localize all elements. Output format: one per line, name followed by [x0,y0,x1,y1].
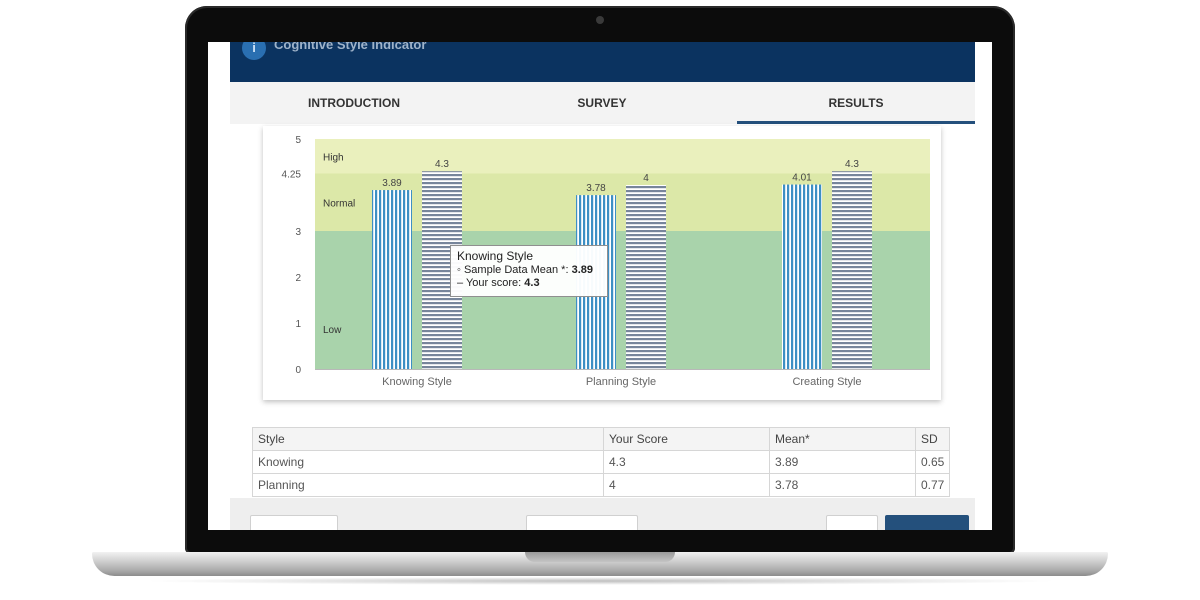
webcam-icon [596,16,604,24]
bar [372,190,412,369]
table-cell: 0.65 [914,450,951,474]
band-label-high: High [323,152,344,163]
y-tick-label: 0 [295,365,301,376]
x-tick-label: Creating Style [792,376,861,388]
laptop-screen: i Cognitive Style Indicator INTRODUCTION… [208,42,992,530]
y-tick-label: 1 [295,319,301,330]
back-button[interactable] [250,515,338,530]
table-cell: Knowing [252,450,604,474]
tab-results[interactable]: RESULTS [737,82,975,124]
band-label-normal: Normal [323,198,355,209]
x-tick-label: Planning Style [586,376,656,388]
tooltip-score-label: Your score: [465,277,522,289]
app-title: Cognitive Style Indicator [274,42,427,52]
print-button[interactable] [526,515,638,530]
y-tick-label: 3 [295,227,301,238]
bar-data-label: 4.3 [435,159,449,170]
bar [782,184,822,369]
table-cell: Planning [252,473,604,497]
tab-introduction[interactable]: INTRODUCTION [308,96,400,110]
x-tick-label: Knowing Style [382,376,452,388]
tooltip-mean-bullet: ◦ [457,264,464,276]
next-button[interactable] [885,515,969,530]
column-header-sd[interactable]: SD [914,427,951,451]
tooltip-mean-row: ◦ Sample Data Mean *: 3.89 [457,264,601,277]
table-cell: 0.77 [914,473,951,497]
table-cell: 3.78 [769,473,916,497]
table-row: Knowing 4.3 3.89 0.65 [252,450,951,474]
tooltip-title: Knowing Style [457,249,534,263]
chart-tooltip: Knowing Style ◦ Sample Data Mean *: 3.89… [450,245,608,297]
column-header-style[interactable]: Style [252,427,604,451]
table-cell: 4.3 [603,450,770,474]
band-low [315,231,930,369]
results-table: Style Your Score Mean* SD Knowing 4.3 3.… [252,427,951,497]
app-header: i Cognitive Style Indicator [230,42,975,82]
tooltip-score-row: – Your score: 4.3 [457,277,601,290]
footer-bar [230,498,975,530]
y-tick-label: 4.25 [282,170,302,181]
bar-data-label: 4.01 [792,173,812,184]
y-tick-label: 5 [295,135,301,146]
tooltip-mean-label: Sample Data Mean *: [463,264,569,276]
table-cell: 4 [603,473,770,497]
tab-survey[interactable]: SURVEY [577,96,627,110]
results-chart-card: Low Normal High 0 1 2 3 4.25 5 3.89 4.3 Knowing Sty… [263,126,941,400]
tooltip-mean-value: 3.89 [571,264,594,276]
band-label-low: Low [323,325,342,336]
info-icon: i [242,42,266,60]
tab-bar: INTRODUCTION SURVEY RESULTS [230,82,975,124]
table-row: Planning 4 3.78 0.77 [252,473,951,497]
bar [626,185,666,369]
bar-data-label: 4 [643,173,649,184]
tooltip-score-value: 4.3 [524,277,540,289]
band-normal [315,173,930,231]
tooltip-score-bullet: – [457,277,466,289]
laptop-base-notch [525,552,675,562]
band-high [315,139,930,174]
table-cell: 3.89 [769,450,916,474]
bar-data-label: 3.78 [586,183,606,194]
table-header-row: Style Your Score Mean* SD [252,427,951,451]
icon-button[interactable] [826,515,878,530]
y-tick-label: 2 [295,273,301,284]
bar [832,171,872,369]
column-header-mean[interactable]: Mean* [769,427,916,451]
column-header-your-score[interactable]: Your Score [603,427,770,451]
bar-data-label: 4.3 [845,159,859,170]
laptop-shadow [140,577,1060,585]
bar-data-label: 3.89 [382,178,402,189]
